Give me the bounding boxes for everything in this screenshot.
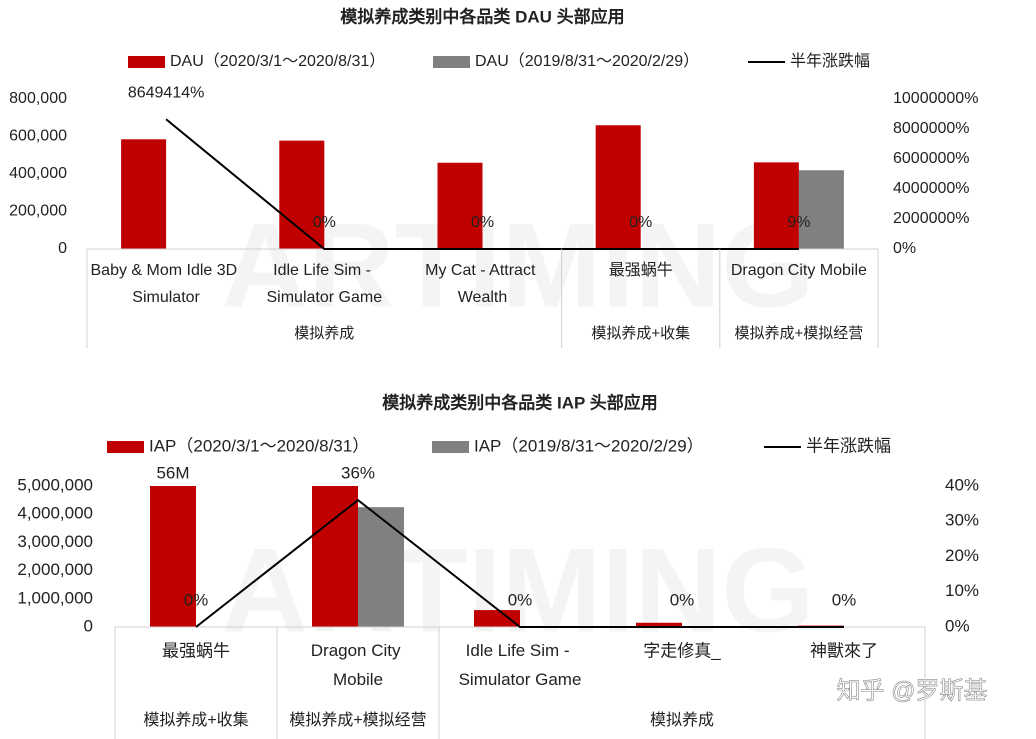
y-tick-label: 2,000,000 (17, 560, 93, 579)
x-tick-label: Idle Life Sim - Simulator Game (459, 641, 582, 689)
y2-tick-label: 0% (893, 240, 916, 257)
group-label: 模拟养成 (650, 711, 714, 729)
bar (753, 162, 799, 249)
x-tick-line: Simulator Game (267, 289, 383, 306)
group-label: 模拟养成 (294, 325, 354, 342)
line-value-label: 8649414% (128, 84, 205, 101)
x-tick-line: Simulator (132, 289, 200, 306)
bar (358, 507, 404, 627)
y2-tick-label: 30% (945, 511, 979, 530)
bar (150, 486, 196, 627)
bar-value-label: 56M (156, 463, 189, 482)
legend-label: DAU（2019/8/31～2020/2/29） (475, 52, 699, 70)
chart-title: 模拟养成类别中各品类 IAP 头部应用 (382, 392, 657, 412)
x-tick-label: 最强蜗牛 (609, 261, 673, 279)
line-value-label: 0% (508, 590, 533, 609)
bar (474, 610, 520, 627)
x-tick-label: 神獸來了 (810, 641, 878, 660)
group-label: 模拟养成+收集 (591, 325, 690, 342)
y-tick-label: 3,000,000 (17, 532, 93, 551)
group-label: 模拟养成+模拟经营 (735, 325, 864, 342)
y-tick-label: 200,000 (9, 203, 67, 220)
x-tick-label: 最强蜗牛 (162, 641, 230, 660)
x-tick-label: My Cat - Attract Wealth (425, 262, 540, 306)
line-value-label: 0% (629, 214, 652, 231)
bar (312, 486, 358, 627)
y2-tick-label: 4000000% (893, 180, 970, 197)
credit: 知乎 @罗斯基 (836, 677, 987, 704)
line-value-label: 0% (313, 214, 336, 231)
line-value-label: 36% (341, 464, 375, 483)
y2-tick-label: 10% (945, 581, 979, 600)
bar (798, 170, 844, 249)
legend-label: IAP（2019/8/31～2020/2/29） (474, 436, 704, 455)
y2-tick-label: 40% (945, 475, 979, 494)
legend-label: DAU（2020/3/1～2020/8/31） (170, 52, 385, 70)
legend-label: IAP（2020/3/1～2020/8/31） (149, 436, 369, 455)
y2-tick-label: 2000000% (893, 210, 970, 227)
y-tick-label: 1,000,000 (17, 588, 93, 607)
x-tick-label: Idle Life Sim - Simulator Game (267, 262, 383, 306)
x-tick-line: Idle Life Sim - (466, 641, 575, 660)
bar (279, 140, 325, 249)
line-series (165, 118, 799, 250)
x-tick-line: Baby & Mom Idle 3D (91, 262, 242, 279)
line-value-label: 0% (670, 590, 695, 609)
y2-tick-label: 10000000% (893, 90, 978, 107)
x-tick-label: 字走修真_ (643, 641, 721, 660)
y-tick-label: 400,000 (9, 165, 67, 182)
x-tick-line: Dragon City Mobile (731, 262, 867, 279)
x-tick-line: Mobile (333, 670, 383, 689)
legend-label: 半年涨跌幅 (806, 436, 891, 455)
bar (595, 125, 641, 249)
y2-tick-label: 20% (945, 546, 979, 565)
chart-title: 模拟养成类别中各品类 DAU 头部应用 (340, 6, 624, 26)
x-tick-line: Dragon City (311, 641, 405, 660)
group-label: 模拟养成+收集 (143, 711, 248, 729)
legend-swatch (432, 441, 469, 453)
legend-swatch (128, 56, 165, 68)
y-tick-label: 0 (58, 240, 67, 257)
line-value-label: 0% (471, 214, 494, 231)
y-tick-label: 5,000,000 (17, 475, 93, 494)
legend-swatch (433, 56, 470, 68)
line-value-label: 0% (832, 590, 857, 609)
bar (437, 162, 483, 249)
x-tick-label: Baby & Mom Idle 3D Simulator (91, 262, 242, 306)
y2-tick-label: 6000000% (893, 150, 970, 167)
line-series (195, 498, 844, 628)
line-value-label: 9% (787, 214, 810, 231)
x-tick-label: Dragon City Mobile (731, 262, 867, 279)
group-label: 模拟养成+模拟经营 (289, 711, 426, 729)
x-tick-line: My Cat - Attract (425, 262, 540, 279)
bar (121, 139, 167, 249)
legend-swatch (107, 441, 144, 453)
x-tick-label: Dragon City Mobile (311, 641, 405, 689)
x-tick-line: Simulator Game (459, 670, 582, 689)
line-value-label: 0% (184, 590, 209, 609)
bar (636, 622, 682, 627)
y-tick-label: 800,000 (9, 90, 67, 107)
y2-tick-label: 0% (945, 616, 970, 635)
y-tick-label: 600,000 (9, 128, 67, 145)
y-tick-label: 4,000,000 (17, 504, 93, 523)
legend-label: 半年涨跌幅 (790, 52, 870, 70)
x-tick-line: Wealth (458, 289, 508, 306)
x-tick-line: Idle Life Sim - (273, 262, 375, 279)
y-tick-label: 0 (84, 616, 93, 635)
y2-tick-label: 8000000% (893, 120, 970, 137)
